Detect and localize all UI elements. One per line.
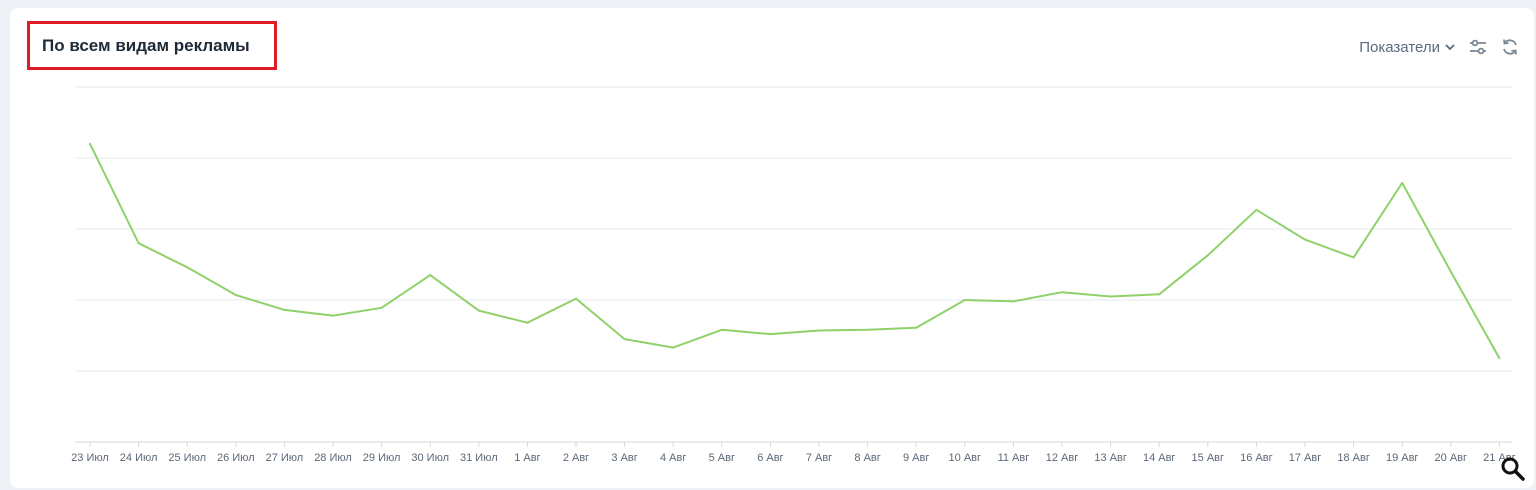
data-point: [1401, 181, 1404, 184]
x-tick-label: 5 Авг: [709, 452, 735, 464]
chevron-down-icon: [1445, 44, 1455, 51]
x-tick-label: 17 Авг: [1289, 452, 1321, 464]
x-tick-label: 3 Авг: [611, 452, 637, 464]
data-point: [137, 242, 140, 245]
data-point: [186, 266, 189, 269]
data-point: [1352, 256, 1355, 259]
data-point: [1158, 293, 1161, 296]
x-tick-label: 13 Авг: [1094, 452, 1126, 464]
data-point: [380, 306, 383, 309]
data-point: [963, 299, 966, 301]
data-point: [332, 314, 334, 317]
x-tick-label: 16 Авг: [1240, 452, 1272, 464]
data-point: [1304, 238, 1306, 241]
x-tick-label: 28 Июл: [314, 452, 352, 464]
chart-title: По всем видам рекламы: [42, 35, 250, 55]
x-tick-label: 4 Авг: [660, 452, 686, 464]
data-point: [1498, 357, 1501, 360]
x-tick-label: 9 Авг: [903, 452, 929, 464]
data-point: [1255, 208, 1258, 211]
x-tick-label: 11 Авг: [998, 452, 1030, 464]
x-tick-label: 6 Авг: [757, 452, 783, 464]
title-highlight-box: По всем видам рекламы: [27, 21, 277, 70]
x-tick-label: 7 Авг: [806, 452, 832, 464]
chart-card: [10, 8, 1534, 488]
sliders-icon[interactable]: [1468, 37, 1488, 57]
data-point: [526, 321, 529, 324]
data-point: [429, 274, 432, 277]
x-tick-label: 23 Июл: [71, 452, 109, 464]
x-tick-label: 2 Авг: [563, 452, 589, 464]
data-point: [575, 297, 577, 300]
x-tick-label: 8 Авг: [854, 452, 880, 464]
x-tick-label: 14 Авг: [1143, 452, 1175, 464]
x-tick-label: 15 Авг: [1192, 452, 1224, 464]
data-point: [234, 294, 237, 297]
x-tick-label: 31 Июл: [460, 452, 498, 464]
zoom-icon[interactable]: [1500, 456, 1526, 482]
x-tick-label: 26 Июл: [217, 452, 255, 464]
data-point: [672, 346, 675, 349]
data-point: [1109, 295, 1112, 298]
x-tick-label: 30 Июл: [411, 452, 449, 464]
x-tick-label: 29 Июл: [363, 452, 401, 464]
data-point: [1061, 291, 1063, 294]
data-point: [915, 326, 918, 329]
data-point: [89, 142, 91, 145]
data-point: [769, 333, 772, 336]
data-point: [866, 328, 869, 331]
x-tick-label: 19 Авг: [1386, 452, 1418, 464]
data-point: [1012, 300, 1015, 303]
x-tick-label: 1 Авг: [514, 452, 540, 464]
data-point: [818, 329, 820, 332]
refresh-icon[interactable]: [1500, 37, 1520, 57]
data-point: [720, 328, 723, 331]
x-tick-label: 27 Июл: [266, 452, 304, 464]
x-tick-label: 24 Июл: [120, 452, 158, 464]
data-point: [623, 338, 626, 341]
series-line: [89, 143, 1501, 359]
metrics-dropdown-button[interactable]: Показатели: [1359, 39, 1456, 56]
x-tick-label: 10 Авг: [949, 452, 981, 464]
data-point: [283, 308, 286, 311]
data-point: [1449, 270, 1452, 273]
data-point: [1206, 254, 1209, 257]
x-tick-label: 25 Июл: [168, 452, 206, 464]
chart-toolbar: Показатели: [1359, 37, 1520, 57]
data-point: [477, 309, 480, 312]
x-tick-label: 18 Авг: [1337, 452, 1369, 464]
metrics-dropdown-label: Показатели: [1359, 38, 1440, 56]
x-tick-label: 20 Авг: [1435, 452, 1467, 464]
x-tick-label: 12 Авг: [1046, 452, 1078, 464]
